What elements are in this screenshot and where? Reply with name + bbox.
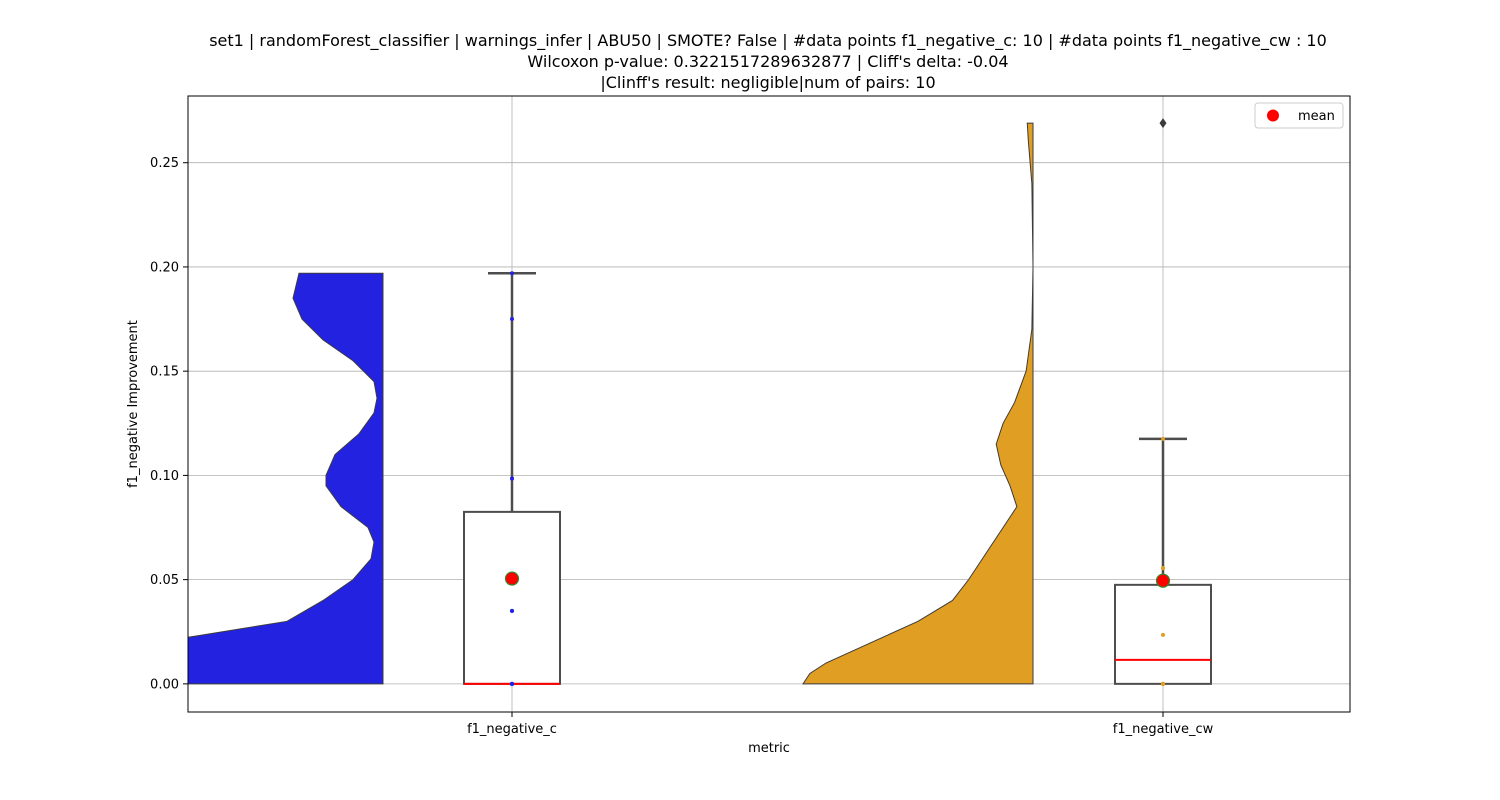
violin-f1_negative_cw [802,122,1034,685]
data-point [510,681,514,686]
y-tick-label: 0.20 [150,260,179,275]
title-line-3: |Clinff's result: negligible|num of pair… [600,73,935,92]
violin-f1_negative_c [188,272,384,685]
mean-marker [1155,573,1171,588]
legend: mean [1254,102,1344,129]
x-tick-label: f1_negative_c [467,722,557,737]
y-tick-label: 0.15 [150,365,179,380]
y-axis-label: f1_negative Improvement [126,320,141,488]
y-tick-label: 0.25 [150,156,179,171]
y-tick-label: 0.05 [150,573,179,588]
data-point [510,271,514,276]
chart-title: set1 | randomForest_classifier | warning… [209,31,1327,92]
title-line-1: set1 | randomForest_classifier | warning… [209,31,1327,51]
legend-mean-marker [1267,109,1279,122]
data-point [1161,566,1165,571]
axis-ticks: 0.00 0.05 0.10 0.15 0.20 0.25 f1_negative_c f1_… [150,156,1214,737]
violins [188,122,1034,685]
data-point [510,608,514,613]
outlier-marker [1159,118,1167,129]
data-point [1161,681,1165,686]
legend-box [1254,102,1344,129]
data-point [510,317,514,322]
plot-frame [187,95,1351,713]
data-point [1161,436,1165,441]
box-f1_negative_c [463,510,561,685]
data-point [510,476,514,481]
x-axis-label: metric [748,741,790,756]
legend-entry-mean: mean [1298,109,1335,124]
y-tick-label: 0.00 [150,677,179,692]
y-tick-label: 0.10 [150,469,179,484]
data-points [504,118,1171,686]
boxplots [463,271,1212,685]
data-point [1161,632,1165,637]
title-line-2: Wilcoxon p-value: 0.3221517289632877 | C… [527,52,1008,71]
mean-marker [504,571,520,586]
x-tick-label: f1_negative_cw [1113,722,1214,737]
